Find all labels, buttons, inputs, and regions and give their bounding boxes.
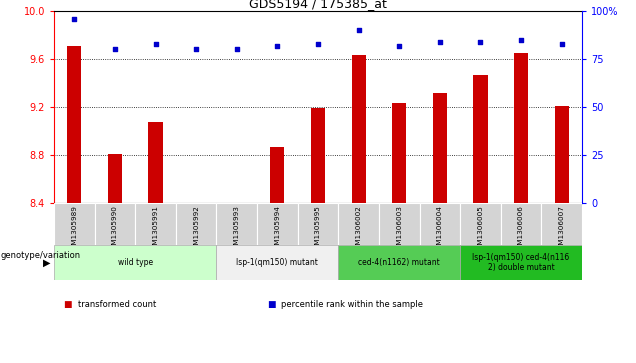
Point [151, 41, 161, 46]
Text: ■: ■ [267, 301, 275, 309]
Text: GSM1306007: GSM1306007 [558, 205, 565, 254]
Bar [135, 203, 176, 245]
Bar [555, 106, 569, 203]
Text: transformed count: transformed count [78, 301, 156, 309]
Text: GSM1305993: GSM1305993 [234, 205, 240, 254]
Bar [501, 203, 541, 245]
Bar [541, 203, 582, 245]
Text: GSM1306006: GSM1306006 [518, 205, 524, 254]
Bar [67, 46, 81, 203]
Text: ▶: ▶ [43, 257, 50, 267]
Text: GSM1305992: GSM1305992 [193, 205, 199, 254]
Point [232, 46, 242, 52]
Bar [176, 203, 216, 245]
Bar [352, 56, 366, 203]
Bar [514, 53, 528, 203]
Bar [54, 245, 216, 280]
Point [516, 37, 526, 42]
Bar [189, 203, 204, 284]
Text: GSM1306003: GSM1306003 [396, 205, 402, 254]
Point [435, 39, 445, 45]
Text: genotype/variation: genotype/variation [1, 251, 81, 260]
Title: GDS5194 / 175385_at: GDS5194 / 175385_at [249, 0, 387, 10]
Bar [216, 203, 257, 245]
Bar [420, 203, 460, 245]
Text: GSM1305995: GSM1305995 [315, 205, 321, 254]
Text: wild type: wild type [118, 258, 153, 267]
Bar [460, 245, 582, 280]
Text: ■: ■ [64, 301, 72, 309]
Bar [473, 75, 488, 203]
Bar [230, 203, 244, 281]
Bar [460, 203, 501, 245]
Point [394, 42, 404, 48]
Text: GSM1306004: GSM1306004 [437, 205, 443, 254]
Bar [148, 122, 163, 203]
Text: GSM1305990: GSM1305990 [112, 205, 118, 254]
Text: GSM1306005: GSM1306005 [478, 205, 483, 254]
Text: percentile rank within the sample: percentile rank within the sample [281, 301, 423, 309]
Point [272, 42, 282, 48]
Point [69, 16, 80, 21]
Bar [311, 108, 325, 203]
Bar [108, 154, 122, 203]
Point [556, 41, 567, 46]
Text: GSM1305989: GSM1305989 [71, 205, 78, 254]
Bar [95, 203, 135, 245]
Point [191, 46, 201, 52]
Bar [216, 245, 338, 280]
Point [354, 27, 364, 33]
Bar [432, 93, 447, 203]
Bar [338, 203, 379, 245]
Bar [338, 245, 460, 280]
Bar [257, 203, 298, 245]
Bar [379, 203, 420, 245]
Point [475, 39, 485, 45]
Point [313, 41, 323, 46]
Text: lsp-1(qm150) mutant: lsp-1(qm150) mutant [237, 258, 319, 267]
Text: GSM1306002: GSM1306002 [356, 205, 362, 254]
Text: ced-4(n1162) mutant: ced-4(n1162) mutant [358, 258, 440, 267]
Point [110, 46, 120, 52]
Text: lsp-1(qm150) ced-4(n116
2) double mutant: lsp-1(qm150) ced-4(n116 2) double mutant [473, 253, 570, 272]
Text: GSM1305991: GSM1305991 [153, 205, 158, 254]
Bar [298, 203, 338, 245]
Bar [54, 203, 95, 245]
Text: GSM1305994: GSM1305994 [274, 205, 280, 254]
Bar [392, 103, 406, 203]
Bar [270, 147, 284, 203]
